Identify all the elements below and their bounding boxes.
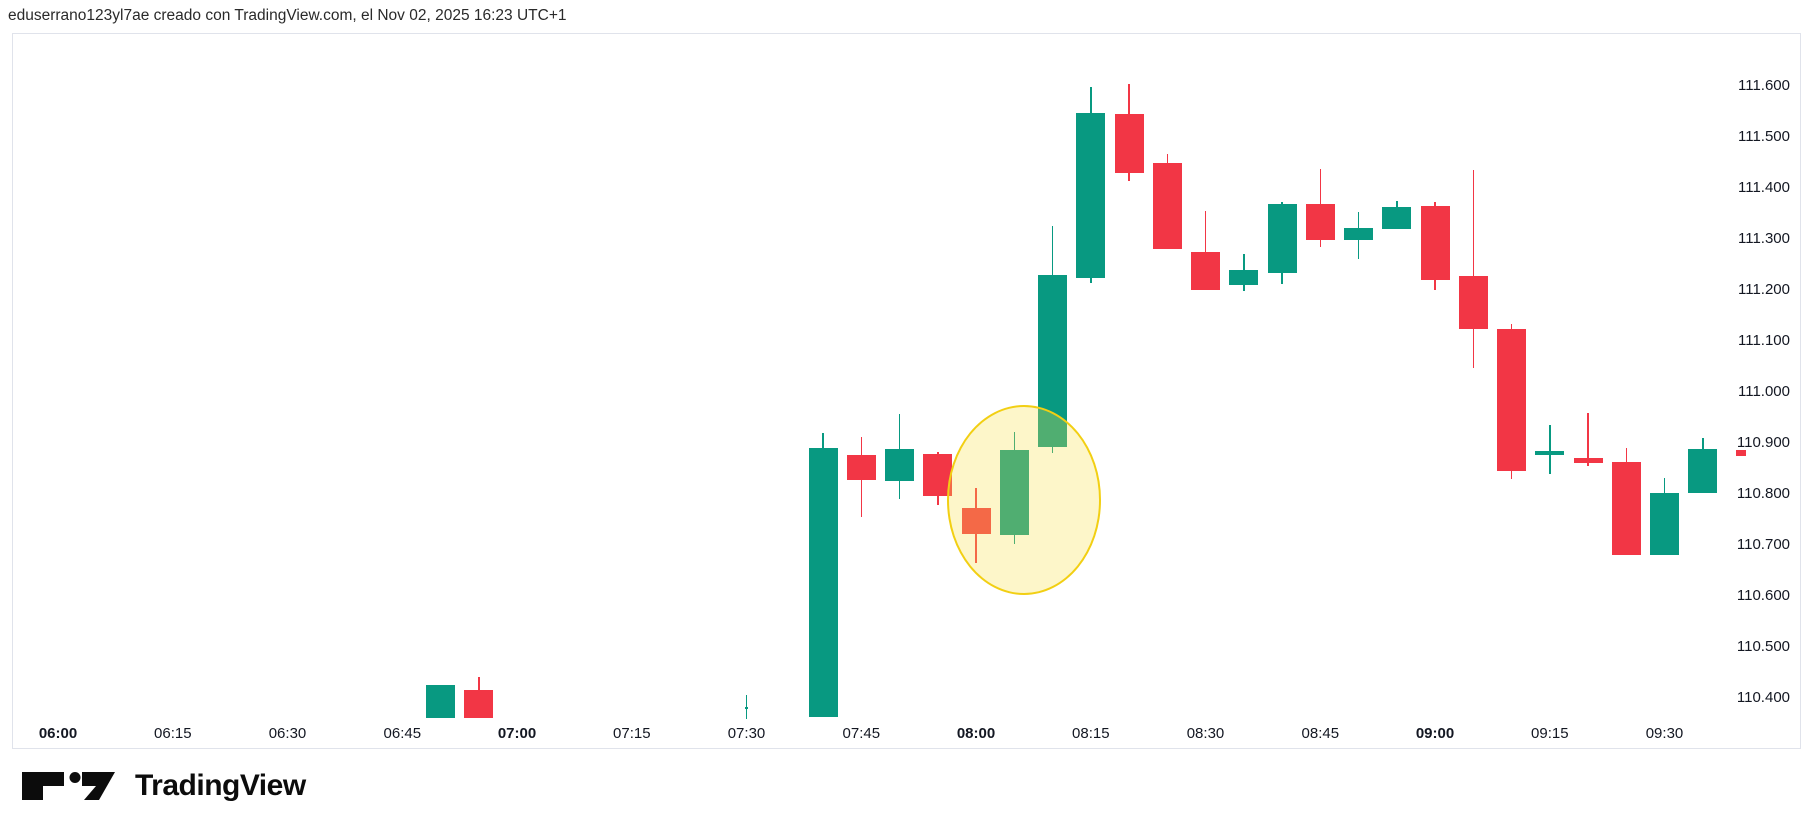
- time-axis-label: 08:45: [1301, 725, 1340, 742]
- candle: [745, 706, 748, 709]
- time-axis-label: 06:15: [154, 725, 192, 742]
- candle-wick: [1472, 169, 1474, 369]
- candle: [1650, 493, 1679, 555]
- price-axis-label: 110.800: [1736, 484, 1790, 502]
- price-axis-label: 111.400: [1738, 178, 1790, 196]
- attribution-text: eduserrano123yl7ae creado con TradingVie…: [8, 7, 567, 24]
- time-axis-label: 06:45: [383, 725, 422, 742]
- time-axis-label: 09:00: [1415, 725, 1455, 742]
- time-axis-label: 09:15: [1531, 725, 1569, 742]
- tradingview-logo-text: TradingView: [135, 769, 306, 802]
- candle: [426, 684, 455, 718]
- price-axis-label: 111.600: [1738, 76, 1790, 94]
- tradingview-logo-icon: [22, 772, 122, 800]
- candle-wick: [1204, 211, 1207, 291]
- candle: [1191, 252, 1220, 291]
- candle-wick: [1587, 413, 1589, 467]
- candle: [1152, 163, 1182, 249]
- candle: [1420, 206, 1450, 281]
- candle: [1267, 204, 1297, 273]
- candle: [999, 449, 1029, 535]
- time-axis-label: 08:00: [956, 725, 996, 742]
- candle: [1535, 450, 1565, 455]
- price-axis-label: 111.100: [1738, 331, 1790, 349]
- candle: [1229, 269, 1259, 286]
- time-axis-label: 08:30: [1186, 725, 1225, 742]
- price-axis-label: 110.400: [1736, 688, 1790, 706]
- candle: [1688, 448, 1718, 494]
- price-axis-label: 111.000: [1738, 382, 1790, 400]
- candle: [885, 448, 914, 481]
- time-axis-label: 06:00: [38, 725, 78, 742]
- price-axis-label: 110.500: [1736, 637, 1790, 655]
- candle: [1038, 274, 1067, 447]
- time-axis-label: 08:15: [1072, 725, 1110, 742]
- price-axis-label: 110.600: [1736, 586, 1790, 604]
- price-axis-label: 111.500: [1738, 127, 1790, 145]
- candle: [1736, 450, 1746, 456]
- candle: [846, 454, 876, 480]
- candle: [923, 453, 953, 497]
- candle: [1076, 113, 1106, 278]
- time-axis-label: 07:00: [497, 725, 537, 742]
- time-axis-label: 07:15: [613, 725, 651, 742]
- price-axis-label: 110.900: [1736, 433, 1790, 451]
- candle: [1497, 329, 1526, 472]
- candle: [1344, 228, 1373, 241]
- tradingview-logo[interactable]: TradingView: [22, 764, 306, 808]
- time-axis-label: 06:30: [268, 725, 307, 742]
- price-axis-label: 110.700: [1736, 535, 1790, 553]
- time-axis-label: 09:30: [1645, 725, 1684, 742]
- price-axis-label: 111.200: [1738, 280, 1790, 298]
- candle: [1458, 275, 1488, 329]
- candle: [1114, 113, 1144, 173]
- candlestick-chart-panel: 111.600 111.500 111.400 111.300 111.200 111.1…: [12, 33, 1801, 749]
- time-axis-label: 07:30: [727, 725, 766, 742]
- price-axis-label: 111.300: [1738, 229, 1790, 247]
- candle: [1573, 458, 1603, 464]
- candle: [808, 447, 838, 718]
- candle: [1611, 462, 1641, 555]
- candle: [464, 690, 494, 719]
- candle-wick: [1549, 425, 1551, 475]
- candle: [961, 508, 991, 534]
- candle: [1382, 206, 1412, 229]
- candle: [1305, 204, 1335, 241]
- time-axis-label: 07:45: [842, 725, 881, 742]
